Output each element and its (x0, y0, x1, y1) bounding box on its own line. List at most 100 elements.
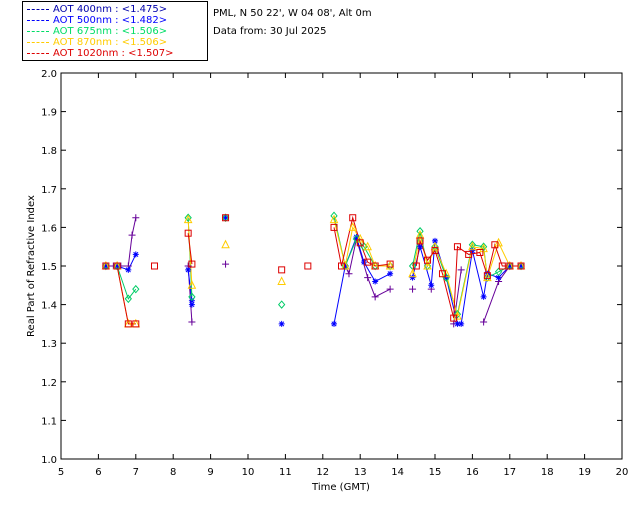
data-point (188, 260, 196, 268)
legend: AOT 400nm : <1.475> AOT 500nm : <1.482> … (22, 1, 208, 61)
legend-label-500nm: AOT 500nm : <1.482> (53, 15, 168, 26)
data-point (360, 259, 367, 266)
data-point (506, 262, 514, 270)
y-tick-label: 1.1 (41, 416, 57, 427)
data-point (371, 293, 379, 301)
data-point (102, 262, 110, 270)
legend-item-1020nm: AOT 1020nm : <1.507> (27, 48, 173, 59)
series-line (333, 215, 391, 267)
data-point (416, 226, 424, 236)
data-point (479, 242, 488, 251)
data-point (441, 268, 451, 278)
y-axis-label: Real Part of Refractive Index (26, 195, 37, 337)
series-line (344, 238, 391, 298)
data-point (491, 241, 499, 249)
data-point (468, 240, 477, 250)
data-point (432, 237, 438, 244)
y-tick-label: 1.9 (41, 108, 57, 119)
data-point (345, 270, 353, 278)
x-tick-label: 20 (616, 467, 629, 478)
x-tick-label: 15 (429, 467, 442, 478)
data-point (355, 233, 365, 243)
x-tick-label: 16 (466, 467, 479, 478)
data-point (128, 231, 136, 239)
legend-line-icon (27, 52, 49, 54)
data-point (409, 285, 417, 293)
data-point (495, 274, 502, 281)
data-point (113, 262, 121, 270)
axis-ticks: 5 6 7 8 9 10 11 12 13 14 15 16 17 18 19 20 1.0 1.1 1.2 1.3 1… (41, 69, 628, 478)
legend-line-icon (27, 41, 49, 43)
data-point (476, 248, 484, 256)
x-tick-label: 13 (354, 467, 367, 478)
data-point (348, 222, 358, 231)
data-point (450, 314, 458, 322)
data-point (517, 262, 525, 270)
data-point (372, 278, 379, 285)
legend-label-400nm: AOT 400nm : <1.475> (53, 4, 168, 15)
y-tick-label: 1.0 (41, 455, 57, 466)
data-point (494, 237, 503, 247)
y-tick-label: 1.2 (41, 378, 57, 389)
x-tick-label: 8 (170, 467, 176, 478)
x-tick-label: 6 (95, 467, 101, 478)
data-point (329, 214, 339, 224)
data-point (483, 272, 491, 280)
data-point (453, 243, 461, 251)
legend-item-400nm: AOT 400nm : <1.475> (27, 4, 167, 15)
data-point (480, 293, 487, 300)
y-tick-label: 2.0 (41, 69, 57, 80)
legend-line-icon (27, 8, 49, 10)
data-point (277, 276, 286, 285)
data-point (483, 272, 492, 282)
data-point (468, 241, 477, 251)
data-point (132, 320, 140, 328)
legend-item-500nm: AOT 500nm : <1.482> (27, 15, 167, 26)
y-tick-label: 1.6 (41, 223, 57, 234)
data-point (132, 284, 140, 294)
data-point (458, 320, 465, 327)
x-tick-label: 10 (242, 467, 255, 478)
data-point (184, 229, 192, 237)
data-point (188, 301, 195, 308)
x-tick-label: 5 (58, 467, 64, 478)
data-point (428, 282, 435, 289)
data-point (132, 214, 140, 222)
data-point (424, 256, 432, 264)
legend-line-icon (27, 19, 49, 21)
data-point (506, 263, 513, 269)
data-point (188, 292, 196, 302)
legend-item-675nm: AOT 675nm : <1.506> (27, 26, 167, 37)
data-point (222, 214, 230, 222)
data-point (330, 211, 338, 221)
data-point (349, 214, 357, 222)
data-point (125, 266, 132, 273)
data-point (443, 274, 450, 281)
y-tick-label: 1.8 (41, 146, 57, 157)
data-point (184, 213, 192, 223)
data-point (188, 318, 196, 326)
series-line (412, 235, 522, 317)
x-tick-label: 11 (279, 467, 292, 478)
data-point (304, 262, 312, 270)
data-point (386, 260, 394, 268)
data-point (356, 239, 364, 247)
data-point (498, 262, 506, 270)
data-point (185, 266, 192, 273)
y-tick-label: 1.5 (41, 262, 57, 273)
data-point (454, 320, 461, 327)
y-tick-label: 1.7 (41, 185, 57, 196)
data-point (353, 234, 360, 241)
x-tick-label: 14 (391, 467, 404, 478)
series-line (415, 238, 522, 319)
data-point (187, 280, 197, 289)
data-point (183, 214, 193, 224)
y-tick-label: 1.3 (41, 339, 57, 350)
data-point (222, 260, 230, 268)
x-tick-label: 9 (207, 467, 213, 478)
series-markers (101, 211, 526, 328)
data-point (453, 311, 462, 320)
x-tick-label: 19 (578, 467, 591, 478)
data-point (409, 274, 416, 281)
